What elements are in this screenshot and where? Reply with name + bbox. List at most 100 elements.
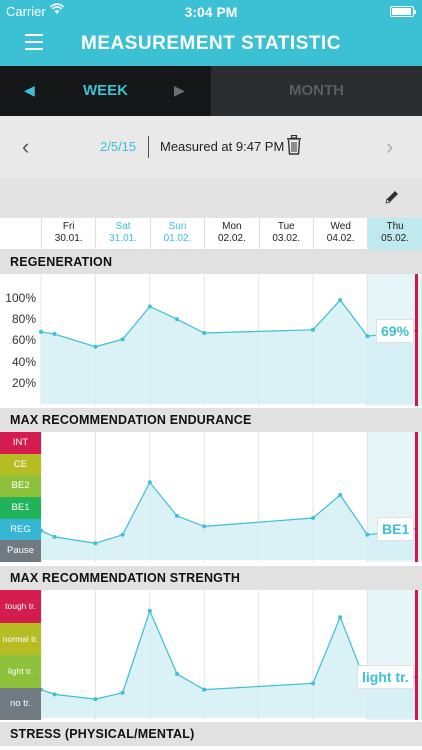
status-time: 3:04 PM <box>184 4 238 20</box>
day-column-tue[interactable]: Tue 03.02. <box>258 218 313 250</box>
data-point <box>311 516 315 520</box>
chart-svg <box>39 274 422 406</box>
data-point <box>52 332 57 337</box>
day-column-wed[interactable]: Wed 04.02. <box>313 218 367 250</box>
day-date: 30.01. <box>54 233 83 244</box>
today-marker <box>415 274 418 406</box>
day-column-fri[interactable]: Fri 30.01. <box>41 218 95 250</box>
hamburger-menu-icon[interactable] <box>25 34 43 52</box>
day-date: 31.01. <box>109 233 137 244</box>
data-point <box>120 690 125 695</box>
day-name: Thu <box>386 221 404 232</box>
pencil-icon[interactable] <box>384 189 400 205</box>
data-point <box>120 337 125 342</box>
series-area <box>41 482 417 560</box>
page-title: MEASUREMENT STATISTIC <box>81 33 341 54</box>
data-point <box>52 534 57 539</box>
level-label: REG <box>0 518 41 541</box>
section-strength: MAX RECOMMENDATION STRENGTH <box>0 566 422 590</box>
y-tick-label: 100% <box>5 291 36 305</box>
day-name: Sat <box>115 221 131 232</box>
day-name: Sun <box>168 221 187 232</box>
data-point <box>175 671 179 676</box>
status-bar: Carrier 3:04 PM <box>0 0 422 22</box>
data-point <box>202 687 207 692</box>
section-stress: STRESS (PHYSICAL/MENTAL) <box>0 722 422 746</box>
previous-period-icon[interactable]: ◀ <box>24 82 35 98</box>
regeneration-chart: 69% 100% 80% 60% 40% 20% <box>0 274 422 406</box>
data-point <box>120 532 125 537</box>
data-point <box>147 608 152 613</box>
tab-week[interactable]: ◀ WEEK ▶ <box>0 66 211 116</box>
series-area <box>41 300 417 404</box>
day-column-sat[interactable]: Sat 31.01. <box>95 218 149 250</box>
previous-measurement-chevron-icon[interactable]: ‹ <box>22 134 30 159</box>
current-value-badge: BE1 <box>377 516 415 541</box>
battery-icon <box>390 6 416 17</box>
level-label: CE <box>0 453 41 476</box>
strength-chart: light tr. tough tr. normal tr. light tr. no … <box>0 590 422 720</box>
data-point <box>311 327 315 332</box>
carrier-label: Carrier <box>6 4 46 19</box>
current-value-badge: light tr. <box>357 665 414 690</box>
level-label: no tr. <box>0 687 41 720</box>
next-measurement-chevron-icon[interactable]: › <box>386 134 394 159</box>
day-date: 03.02. <box>272 233 301 244</box>
level-label: BE2 <box>0 475 41 497</box>
level-label: Pause <box>0 540 41 562</box>
data-point <box>147 480 152 485</box>
chart-svg <box>39 590 422 720</box>
measurement-date: 2/5/15 <box>100 139 137 154</box>
day-name: Fri <box>62 221 75 232</box>
tab-month[interactable]: MONTH <box>211 66 422 116</box>
today-marker <box>415 432 418 562</box>
divider <box>148 136 149 158</box>
data-point <box>175 317 179 322</box>
data-point <box>338 615 343 620</box>
data-point <box>52 692 57 697</box>
edit-bar <box>0 178 422 218</box>
day-date: 05.02. <box>381 233 409 244</box>
current-value-badge: 69% <box>376 318 415 343</box>
level-label: light tr. <box>0 655 41 688</box>
trash-icon[interactable] <box>286 135 302 155</box>
day-selector: Fri 30.01. Sat 31.01. Sun 01.02. Mon 02.02. Tue 0… <box>0 218 422 250</box>
data-point <box>175 513 179 518</box>
data-point <box>93 697 98 702</box>
period-selector: ◀ WEEK ▶ MONTH <box>0 66 422 116</box>
endurance-chart: BE1 INT CE BE2 BE1 REG Pause <box>0 432 422 562</box>
section-regeneration: REGENERATION <box>0 250 422 274</box>
day-name: Wed <box>330 221 351 232</box>
data-point <box>147 304 152 309</box>
data-point <box>39 329 43 334</box>
day-name: Tue <box>277 221 295 232</box>
y-tick-label: 60% <box>11 333 36 348</box>
level-label: BE1 <box>0 497 41 519</box>
day-name: Mon <box>222 221 242 232</box>
data-point <box>93 344 98 349</box>
level-label: tough tr. <box>0 590 41 623</box>
today-marker <box>415 590 418 720</box>
level-label: INT <box>0 432 41 454</box>
tab-month-label: MONTH <box>289 82 344 99</box>
day-column-mon[interactable]: Mon 02.02. <box>204 218 258 250</box>
day-date: 04.02. <box>326 233 355 244</box>
nav-bar: MEASUREMENT STATISTIC <box>0 22 422 66</box>
chart-svg <box>39 432 422 562</box>
level-label: normal tr. <box>0 622 41 655</box>
day-column-sun[interactable]: Sun 01.02. <box>149 218 204 250</box>
next-period-icon[interactable]: ▶ <box>174 82 185 98</box>
data-point <box>365 532 370 537</box>
data-point <box>338 298 343 303</box>
data-point <box>338 492 343 497</box>
y-tick-label: 20% <box>11 375 36 390</box>
day-column-thu[interactable]: Thu 05.02. <box>367 218 422 250</box>
series-area <box>41 610 417 718</box>
data-point <box>311 681 315 686</box>
measured-time: Measured at 9:47 PM <box>160 139 285 154</box>
data-point <box>202 524 207 529</box>
section-endurance: MAX RECOMMENDATION ENDURANCE <box>0 408 422 432</box>
measurement-date-bar: ‹ 2/5/15 Measured at 9:47 PM › <box>0 116 422 178</box>
y-tick-label: 80% <box>11 312 36 327</box>
data-point <box>93 541 98 546</box>
